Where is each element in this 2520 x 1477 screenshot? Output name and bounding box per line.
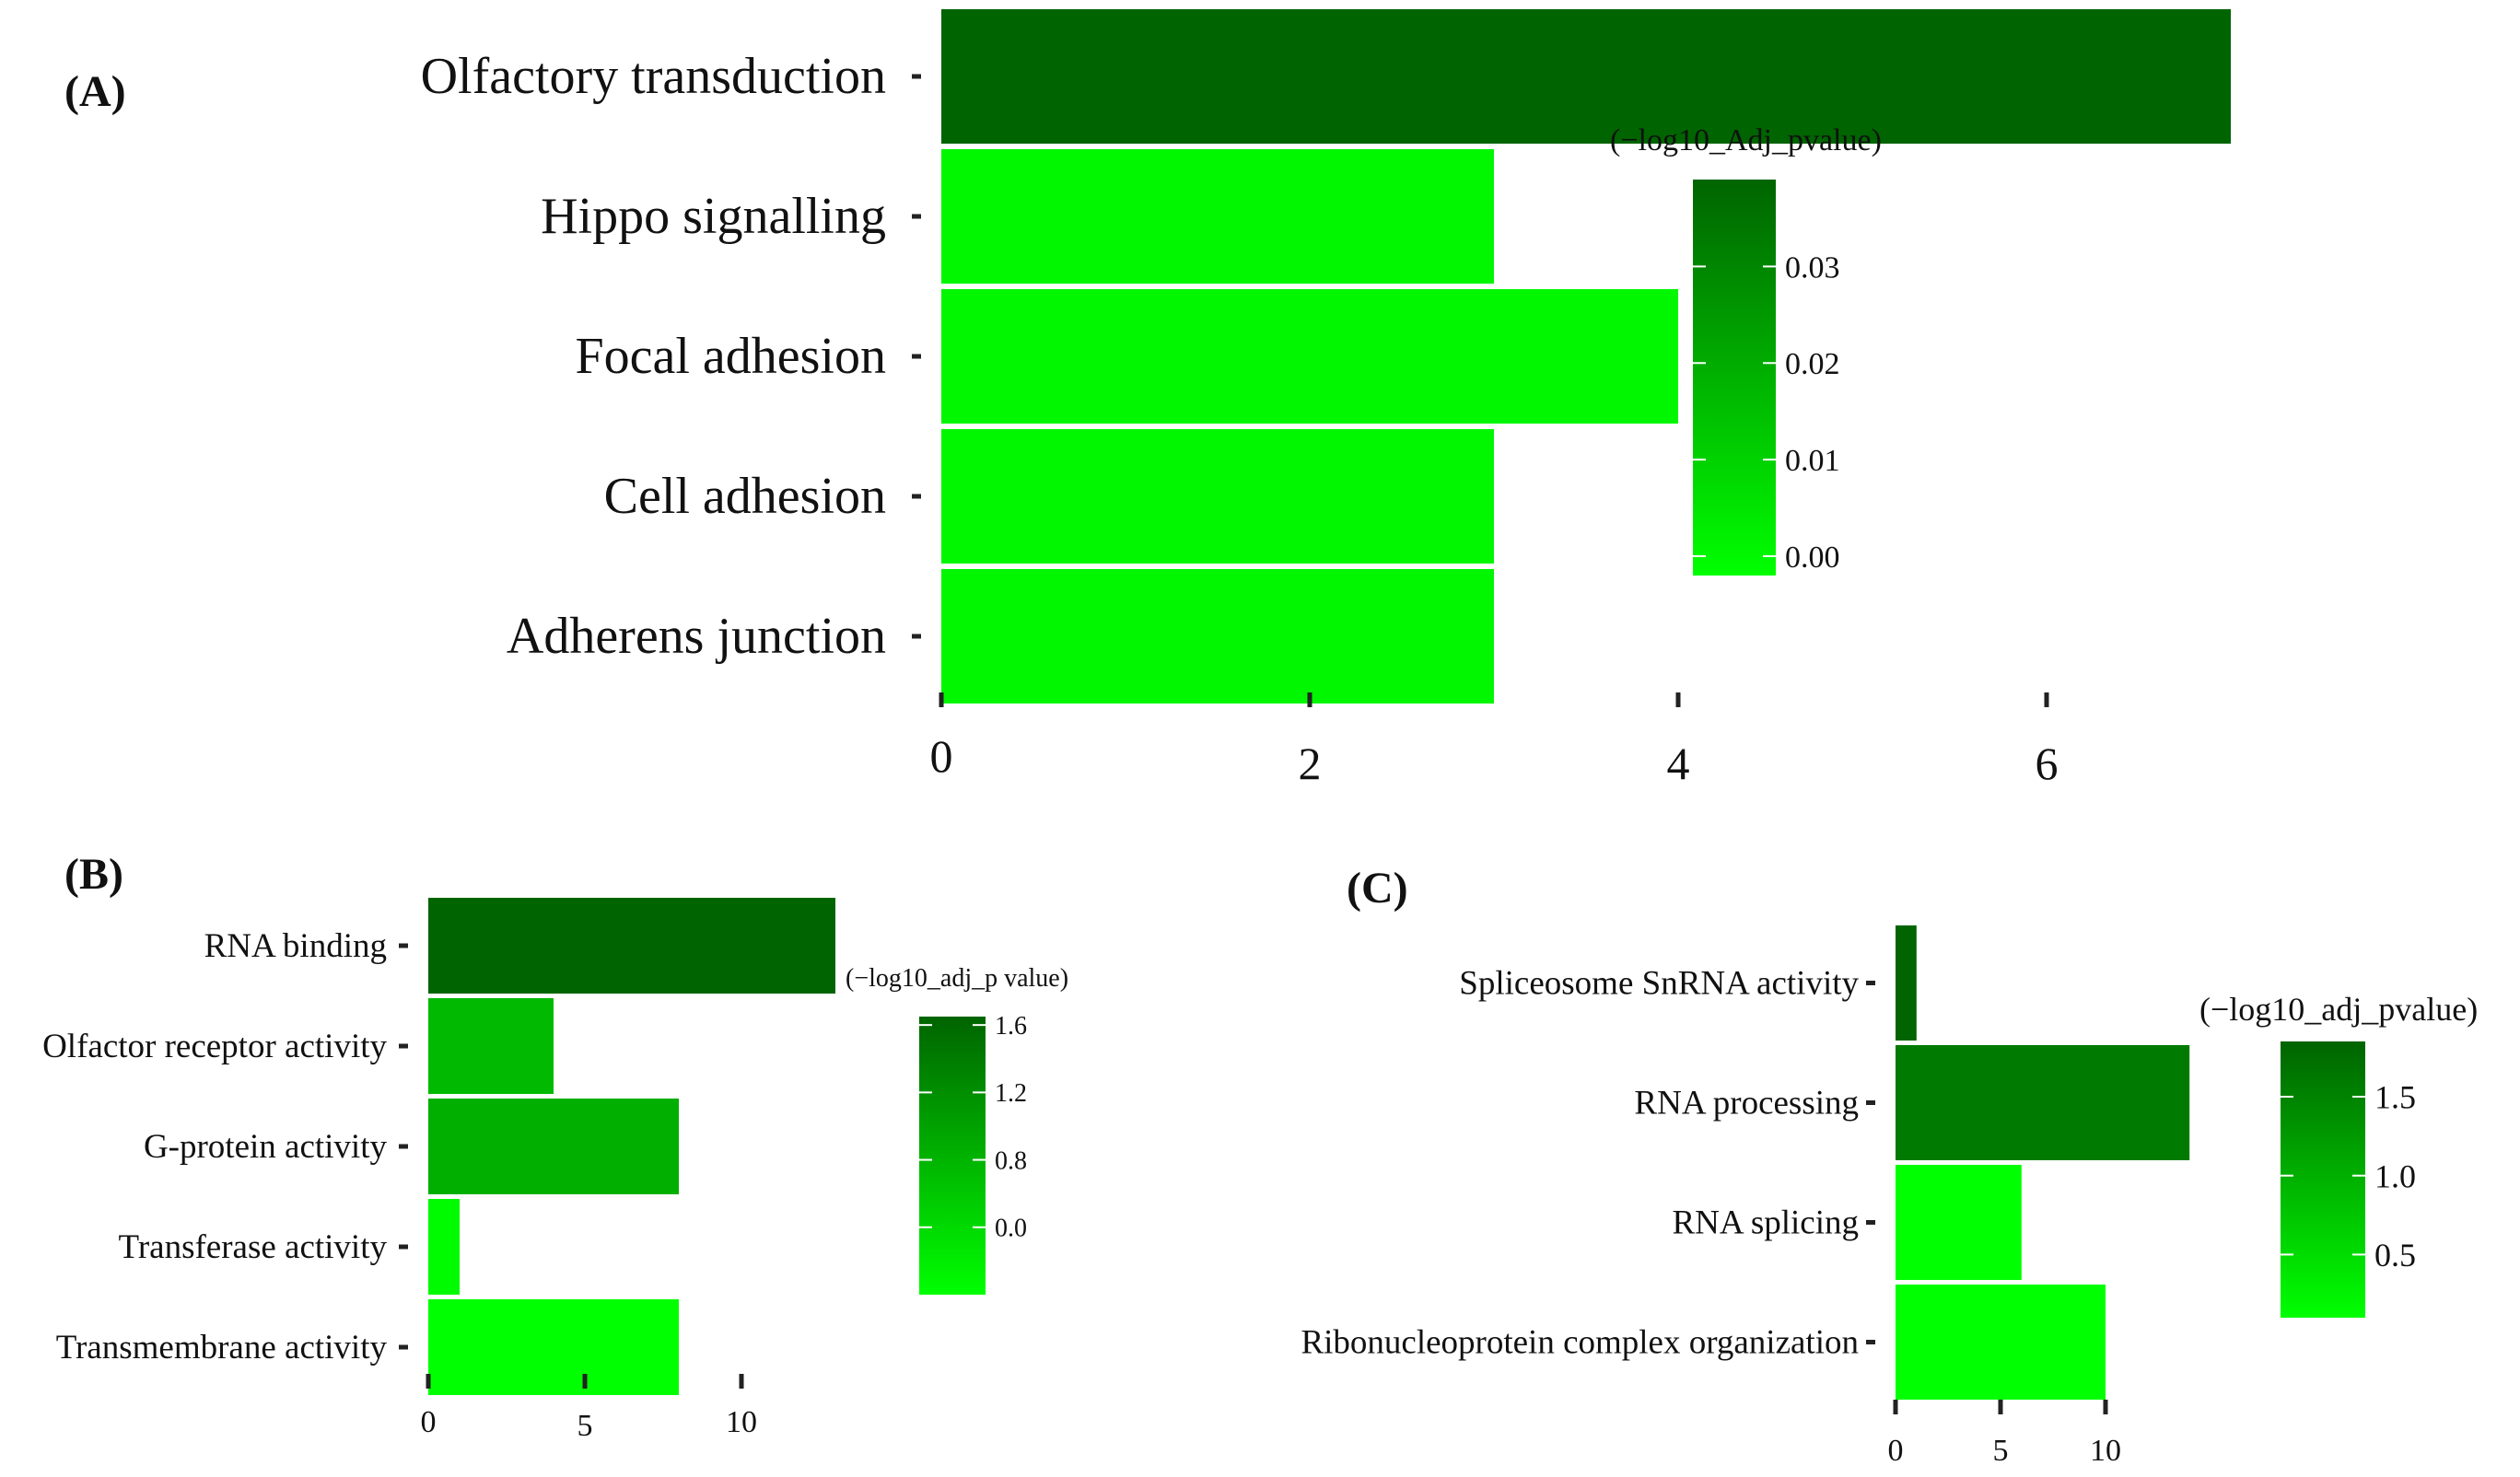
panel-a-x-tick-label: 0 [930, 730, 953, 782]
panel-a-legend: (−log10_Adj_pvalue) 0.00 0.01 0.02 0.03 [1610, 123, 1882, 576]
panel-c-category-label: Ribonucleoprotein complex organization [1301, 1323, 1859, 1361]
panel-c-category-label: Spliceosome SnRNA activity [1459, 964, 1859, 1002]
panel-a-x-tick-label: 4 [1667, 738, 1690, 789]
panel-c-category-label: RNA splicing [1673, 1204, 1860, 1241]
panel-c-x-axis: 0 5 10 [1888, 1400, 2121, 1468]
panel-c-x-tick-label: 10 [2090, 1434, 2121, 1468]
panel-c-category-label: RNA processing [1634, 1084, 1859, 1122]
panel-b-legend-tick-label: 0.0 [995, 1215, 1027, 1243]
panel-a-legend-title: (−log10_Adj_pvalue) [1610, 123, 1882, 157]
panel-c-legend-title: (−log10_adj_pvalue) [2199, 991, 2478, 1028]
panel-c-colorbar [2281, 1041, 2365, 1318]
panel-a-legend-tick-label: 0.02 [1785, 347, 1840, 381]
panel-b-colorbar [919, 1017, 986, 1295]
panel-b-category-label: RNA binding [204, 927, 387, 965]
panel-a-bar [941, 149, 1494, 284]
panel-b-legend-ticks: 0.0 0.8 1.2 1.6 [919, 1012, 1027, 1243]
panel-c-legend-ticks: 0.5 1.0 1.5 [2281, 1079, 2416, 1273]
panel-b-bar [428, 998, 554, 1094]
panel-c-bars [1896, 925, 2190, 1400]
panel-a-label: (A) [64, 67, 126, 116]
panel-a-x-axis: 0 2 4 6 [930, 692, 2059, 789]
panel-a-chart: (A) Olfactory transduction Hippo signalli… [64, 9, 2231, 789]
panel-a-category-label: Adherens junction [507, 608, 886, 665]
panel-b-bars [428, 898, 835, 1395]
panel-b-category-labels: RNA binding Olfactor receptor activity G-p… [42, 927, 408, 1367]
panel-b-label: (B) [64, 850, 123, 899]
panel-b-bar [428, 898, 835, 994]
panel-a-x-tick-label: 2 [1299, 738, 1322, 789]
panel-a-x-tick-label: 6 [2036, 738, 2059, 789]
panel-a-category-label: Hippo signalling [541, 188, 886, 245]
panel-c-bar [1896, 1045, 2190, 1160]
panel-a-category-label: Cell adhesion [604, 468, 886, 525]
panel-c-legend: (−log10_adj_pvalue) 0.5 1.0 1.5 [2199, 991, 2478, 1318]
panel-b-bar [428, 1199, 460, 1295]
panel-b-x-axis: 0 5 10 [421, 1374, 757, 1443]
panel-a-bar [941, 289, 1678, 424]
panel-a-legend-tick-label: 0.00 [1785, 541, 1840, 575]
panel-a-legend-ticks: 0.00 0.01 0.02 0.03 [1693, 250, 1840, 575]
panel-a-bar [941, 9, 2231, 144]
panel-a-bars [941, 9, 2231, 704]
panel-b-chart: (B) RNA binding Olfactor receptor activit… [42, 850, 1068, 1443]
panel-a-bar [941, 429, 1494, 564]
panel-b-legend-title: (−log10_adj_p value) [846, 964, 1068, 993]
panel-a-colorbar [1693, 180, 1776, 576]
panel-b-category-label: G-protein activity [144, 1128, 388, 1166]
panel-b-bar [428, 1099, 679, 1194]
panel-c-legend-tick-label: 1.0 [2374, 1157, 2416, 1194]
panel-c-bar [1896, 1165, 2022, 1280]
panel-c-chart: (C) Spliceosome SnRNA activity RNA proces… [1301, 864, 2478, 1468]
panel-c-legend-tick-label: 0.5 [2374, 1237, 2416, 1273]
panel-c-category-labels: Spliceosome SnRNA activity RNA processing… [1301, 964, 1875, 1361]
panel-a-legend-tick-label: 0.01 [1785, 444, 1840, 478]
panel-b-x-tick-label: 0 [421, 1405, 437, 1439]
panel-a-category-labels: Olfactory transduction Hippo signalling Fo… [421, 48, 921, 665]
panel-a-legend-tick-label: 0.03 [1785, 250, 1840, 285]
panel-c-x-tick-label: 0 [1888, 1434, 1904, 1468]
panel-b-category-label: Transmembrane activity [56, 1329, 388, 1367]
panel-b-legend-tick-label: 1.2 [995, 1079, 1027, 1108]
panel-c-x-tick-label: 5 [1993, 1434, 2009, 1468]
panel-c-legend-tick-label: 1.5 [2374, 1079, 2416, 1116]
panel-a-category-label: Focal adhesion [576, 328, 886, 385]
panel-b-category-label: Transferase activity [119, 1228, 388, 1266]
panel-c-bar [1896, 1285, 2106, 1400]
panel-a-category-label: Olfactory transduction [421, 48, 886, 105]
panel-b-legend-tick-label: 0.8 [995, 1146, 1027, 1175]
panel-b-bar [428, 1299, 679, 1395]
panel-b-category-label: Olfactor receptor activity [42, 1028, 387, 1065]
panel-b-legend-tick-label: 1.6 [995, 1012, 1027, 1041]
panel-c-label: (C) [1347, 864, 1408, 913]
panel-b-x-tick-label: 10 [726, 1405, 757, 1439]
panel-c-bar [1896, 925, 1917, 1041]
panel-b-x-tick-label: 5 [578, 1409, 593, 1443]
panel-b-legend: (−log10_adj_p value) 0.0 0.8 1.2 1.6 [846, 964, 1068, 1295]
panel-a-bar [941, 569, 1494, 704]
